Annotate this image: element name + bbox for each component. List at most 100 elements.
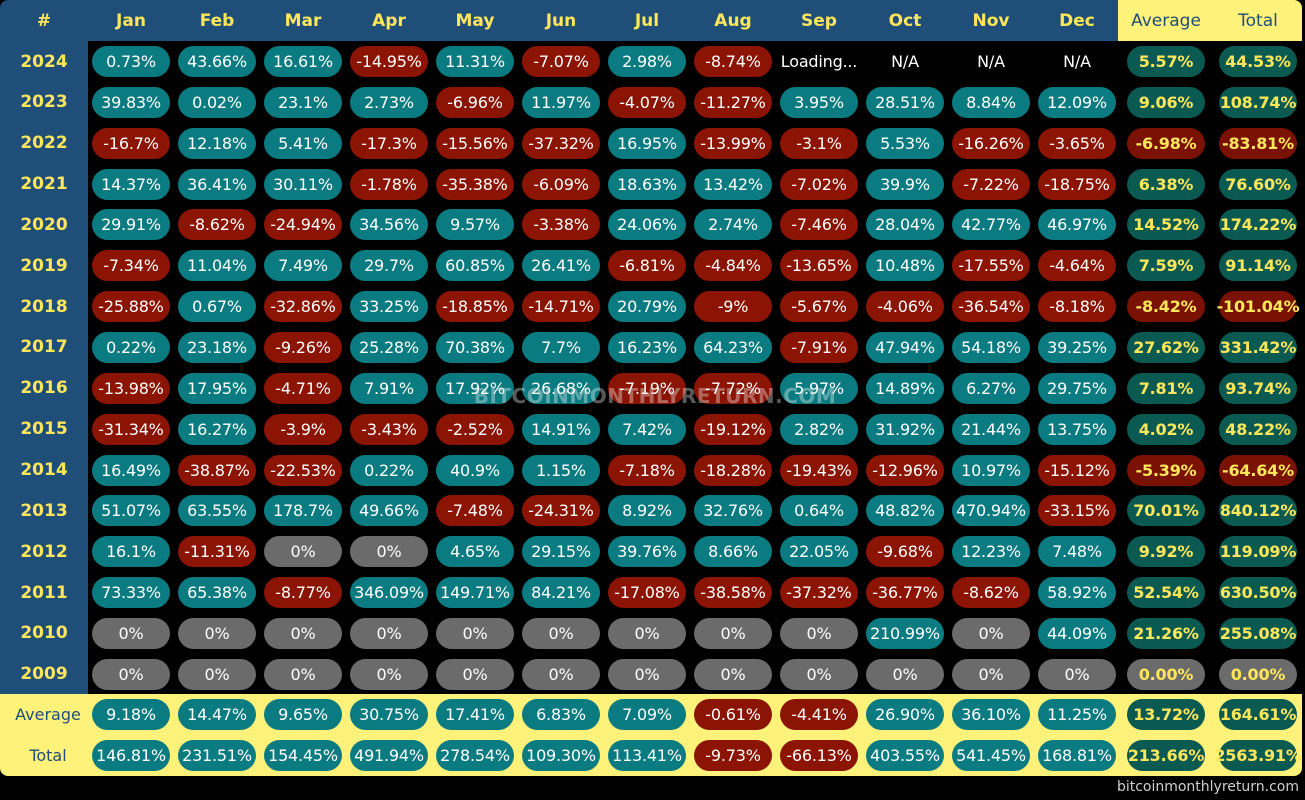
year-label: 2020 <box>20 214 68 235</box>
summary-header-total: Total <box>1238 10 1278 31</box>
value-cell: 7.7% <box>518 327 604 368</box>
return-pill: -17.3% <box>350 127 428 159</box>
footer-pill: 26.90% <box>866 699 944 730</box>
year-cell: 2021 <box>0 164 88 205</box>
return-pill: -8.62% <box>178 209 256 241</box>
return-pill: -8.62% <box>952 577 1030 609</box>
value-cell: -7.19% <box>604 368 690 409</box>
return-pill: 31.92% <box>866 413 944 445</box>
value-cell: 30.11% <box>260 164 346 205</box>
value-cell: 39.9% <box>862 164 948 205</box>
total-pill: 108.74% <box>1219 86 1297 118</box>
return-pill: 40.9% <box>436 454 514 486</box>
footer-average-pill: 13.72% <box>1127 699 1205 730</box>
return-pill: -7.34% <box>92 250 170 282</box>
header-band <box>0 0 1118 41</box>
value-cell: 23.1% <box>260 82 346 123</box>
value-cell: 31.92% <box>862 409 948 450</box>
return-pill: -38.58% <box>694 577 772 609</box>
return-pill: 26.68% <box>522 372 600 404</box>
return-pill: -16.7% <box>92 127 170 159</box>
average-cell: -6.98% <box>1120 123 1212 164</box>
return-pill: 2.98% <box>608 46 686 77</box>
value-cell: -4.64% <box>1034 245 1120 286</box>
return-pill: 0% <box>178 658 256 690</box>
total-pill: 255.08% <box>1219 617 1297 649</box>
value-cell: 16.1% <box>88 531 174 572</box>
value-cell: -9.26% <box>260 327 346 368</box>
return-pill: 0.22% <box>92 331 170 363</box>
month-header-oct: Oct <box>888 10 922 31</box>
return-pill: 0% <box>952 658 1030 690</box>
average-pill: 7.59% <box>1127 250 1205 282</box>
value-cell: 0.22% <box>346 450 432 491</box>
year-label: 2016 <box>20 378 68 399</box>
return-pill: -7.02% <box>780 168 858 200</box>
value-cell: -16.7% <box>88 123 174 164</box>
return-pill: 29.15% <box>522 536 600 568</box>
value-cell: -7.07% <box>518 41 604 82</box>
footer-pill: 9.65% <box>264 699 342 730</box>
value-cell: 491.94% <box>346 735 432 776</box>
value-cell: 5.53% <box>862 123 948 164</box>
value-cell: -11.31% <box>174 531 260 572</box>
value-cell: -66.13% <box>776 735 862 776</box>
return-pill: 12.23% <box>952 536 1030 568</box>
value-cell: -17.08% <box>604 572 690 613</box>
year-cell: 2023 <box>0 82 88 123</box>
return-pill: -8.77% <box>264 577 342 609</box>
return-pill: 178.7% <box>264 495 342 527</box>
value-cell: 51.07% <box>88 490 174 531</box>
value-cell: 46.97% <box>1034 204 1120 245</box>
total-cell: 44.53% <box>1212 41 1302 82</box>
value-cell: 21.44% <box>948 409 1034 450</box>
return-pill: -33.15% <box>1038 495 1116 527</box>
value-cell: 0% <box>260 613 346 654</box>
return-pill: 0% <box>866 658 944 690</box>
value-cell: 63.55% <box>174 490 260 531</box>
return-pill: 28.04% <box>866 209 944 241</box>
value-cell: 0% <box>776 613 862 654</box>
value-cell: 30.75% <box>346 694 432 735</box>
year-label: 2014 <box>20 460 68 480</box>
return-pill: 23.1% <box>264 86 342 118</box>
value-cell: 10.48% <box>862 245 948 286</box>
value-cell: -13.99% <box>690 123 776 164</box>
average-pill: 9.06% <box>1127 86 1205 118</box>
return-pill: 28.51% <box>866 86 944 118</box>
value-cell: -9.73% <box>690 735 776 776</box>
value-cell: -3.9% <box>260 409 346 450</box>
return-pill: -19.43% <box>780 454 858 486</box>
value-cell: 26.68% <box>518 368 604 409</box>
value-cell: 470.94% <box>948 490 1034 531</box>
value-cell: -8.18% <box>1034 286 1120 327</box>
value-cell: 65.38% <box>174 572 260 613</box>
return-pill: 39.76% <box>608 536 686 568</box>
total-pill: 119.09% <box>1219 536 1297 568</box>
return-pill: -13.98% <box>92 372 170 404</box>
value-cell: 29.75% <box>1034 368 1120 409</box>
value-cell: -3.43% <box>346 409 432 450</box>
average-pill: -8.42% <box>1127 291 1205 323</box>
value-cell: 17.92% <box>432 368 518 409</box>
return-pill: -36.54% <box>952 291 1030 323</box>
return-pill: -4.84% <box>694 250 772 282</box>
value-cell: 28.51% <box>862 82 948 123</box>
average-cell: 7.81% <box>1120 368 1212 409</box>
total-cell: -83.81% <box>1212 123 1302 164</box>
footer-pill: 36.10% <box>952 699 1030 730</box>
return-pill: 210.99% <box>866 617 944 649</box>
value-cell: -7.22% <box>948 164 1034 205</box>
table-row: 2017 0.22% 23.18% -9.26% 25.28% 70.38% 7.7% 16.… <box>0 327 1302 368</box>
value-cell: 16.95% <box>604 123 690 164</box>
value-cell: 7.91% <box>346 368 432 409</box>
return-pill: 58.92% <box>1038 577 1116 609</box>
return-pill: -25.88% <box>92 291 170 323</box>
return-pill: 73.33% <box>92 577 170 609</box>
return-pill: -24.31% <box>522 495 600 527</box>
total-cell: 630.50% <box>1212 572 1302 613</box>
total-cell: 0.00% <box>1212 654 1302 695</box>
value-cell: 3.95% <box>776 82 862 123</box>
value-cell: 0.22% <box>88 327 174 368</box>
value-cell: 14.37% <box>88 164 174 205</box>
